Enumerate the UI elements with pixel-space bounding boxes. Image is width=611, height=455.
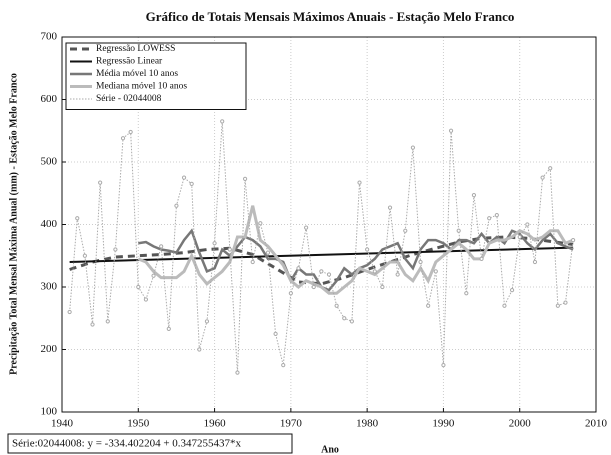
- series-line: [69, 235, 574, 286]
- data-point: [319, 269, 324, 274]
- data-point: [82, 253, 87, 258]
- data-point: [464, 291, 469, 296]
- data-point: [517, 234, 522, 240]
- data-point: [136, 284, 141, 290]
- x-axis-label: Ano: [321, 444, 339, 455]
- data-point: [242, 176, 248, 181]
- x-tick-label: 1980: [356, 418, 379, 430]
- y-tick-label: 400: [41, 218, 58, 230]
- legend-label: Série - 02044008: [96, 94, 162, 104]
- data-point: [113, 247, 118, 252]
- data-point: [471, 193, 477, 198]
- data-point: [174, 203, 179, 208]
- data-point: [334, 303, 339, 308]
- data-point: [120, 136, 126, 141]
- data-point: [548, 166, 553, 171]
- data-point: [265, 250, 271, 255]
- data-point: [403, 228, 408, 233]
- series-line: [69, 246, 574, 263]
- data-point: [487, 216, 492, 221]
- series-line: [137, 205, 574, 295]
- legend-box: [65, 42, 247, 110]
- annotation: Série:02044008: y = -334.402204 + 0.3472…: [12, 438, 242, 450]
- data-point: [105, 319, 110, 324]
- data-point: [410, 145, 416, 150]
- data-point: [273, 331, 278, 336]
- data-point: [67, 309, 72, 315]
- data-point: [143, 297, 149, 302]
- legend-label: Regressão Linear: [96, 57, 163, 67]
- data-point: [349, 319, 354, 324]
- x-tick-label: 1990: [432, 418, 455, 430]
- data-point: [90, 322, 95, 327]
- data-point: [532, 259, 538, 265]
- data-point: [525, 222, 530, 227]
- chart-title: Gráfico de Totais Mensais Máximos Anuais…: [146, 9, 515, 24]
- data-point: [418, 259, 423, 265]
- x-tick-label: 1970: [280, 418, 303, 430]
- data-point: [189, 181, 194, 186]
- data-point: [456, 228, 461, 233]
- data-point: [220, 119, 225, 124]
- data-point: [365, 247, 370, 252]
- data-point: [304, 225, 309, 230]
- x-tick-label: 1960: [204, 418, 227, 430]
- data-point: [235, 370, 240, 375]
- y-tick-label: 600: [41, 93, 58, 105]
- data-point: [357, 180, 362, 185]
- x-tick-label: 1950: [127, 418, 150, 430]
- y-tick-label: 200: [41, 343, 58, 355]
- data-point: [479, 256, 484, 261]
- data-point: [395, 272, 400, 277]
- data-point: [181, 175, 187, 180]
- data-point: [494, 213, 499, 218]
- data-point: [166, 326, 171, 331]
- data-point: [509, 288, 515, 293]
- data-point: [197, 347, 202, 352]
- legend-label: Média móvel 10 anos: [96, 69, 178, 79]
- data-point: [433, 269, 438, 274]
- data-point: [311, 284, 316, 290]
- plot-frame: [61, 36, 597, 413]
- data-point: [555, 303, 560, 308]
- data-point: [426, 303, 431, 308]
- y-axis-label: Precipitação Total Mensal Máxima Anual (…: [8, 73, 19, 375]
- data-point: [159, 244, 164, 249]
- data-point: [448, 128, 454, 133]
- x-tick-label: 2010: [585, 418, 608, 430]
- data-point: [212, 241, 217, 246]
- data-point: [98, 180, 103, 185]
- data-point: [540, 175, 545, 180]
- data-point: [571, 238, 576, 243]
- data-point: [380, 284, 385, 290]
- data-point: [288, 291, 293, 296]
- data-point: [387, 205, 393, 210]
- data-point: [75, 216, 80, 221]
- data-point: [342, 316, 347, 321]
- data-point: [204, 319, 210, 324]
- data-point: [441, 363, 446, 368]
- data-point: [227, 247, 232, 252]
- x-tick-label: 2000: [509, 418, 532, 430]
- y-tick-label: 700: [41, 31, 58, 43]
- data-point: [296, 266, 301, 271]
- annotation-box: [7, 433, 293, 454]
- legend-label: Mediana móvel 10 anos: [96, 82, 187, 92]
- y-tick-label: 100: [41, 406, 58, 418]
- legend-label: Regressão LOWESS: [96, 44, 175, 54]
- data-point: [258, 221, 263, 226]
- y-tick-label: 300: [41, 281, 58, 293]
- x-tick-label: 1940: [51, 418, 74, 430]
- data-point: [502, 303, 507, 308]
- data-point: [281, 363, 286, 368]
- data-point: [372, 269, 377, 274]
- data-point: [151, 273, 156, 278]
- data-point: [128, 129, 133, 135]
- y-tick-label: 500: [41, 156, 58, 168]
- data-point: [563, 300, 568, 305]
- data-point: [250, 259, 255, 265]
- data-point: [326, 272, 332, 277]
